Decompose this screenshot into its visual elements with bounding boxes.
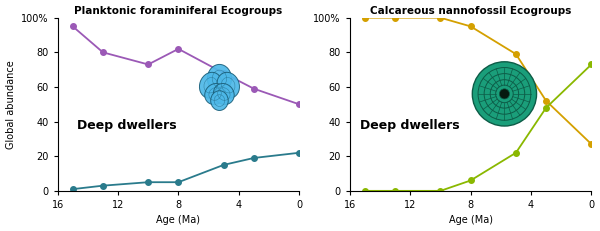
Y-axis label: Global abundance: Global abundance [5, 60, 16, 149]
Title: Calcareous nannofossil Ecogroups: Calcareous nannofossil Ecogroups [370, 6, 571, 15]
Text: Deep dwellers: Deep dwellers [77, 119, 176, 132]
X-axis label: Age (Ma): Age (Ma) [449, 216, 493, 225]
X-axis label: Age (Ma): Age (Ma) [157, 216, 200, 225]
Text: Deep dwellers: Deep dwellers [359, 119, 459, 132]
Title: Planktonic foraminiferal Ecogroups: Planktonic foraminiferal Ecogroups [74, 6, 283, 15]
